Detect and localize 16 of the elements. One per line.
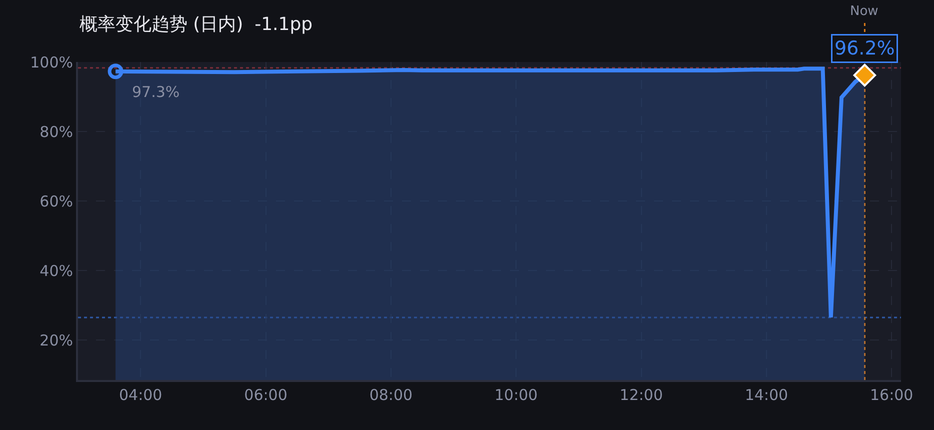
annotation: 96.2%	[834, 38, 895, 60]
y-tick-label: 80%	[40, 122, 73, 141]
x-tick-label: 16:00	[870, 386, 914, 404]
x-tick-label: 12:00	[620, 386, 663, 404]
y-tick-label: 60%	[40, 192, 73, 210]
y-tick-label: 20%	[40, 331, 73, 350]
y-tick-label: 100%	[30, 53, 73, 72]
y-tick-label: 40%	[40, 262, 73, 280]
ref-line-label: Now	[850, 4, 879, 19]
chart-title: 概率变化趋势 (日内) -1.1pp	[79, 14, 313, 35]
x-tick-label: 14:00	[744, 386, 788, 404]
x-tick-label: 06:00	[244, 386, 288, 404]
annotation: 97.3%	[132, 83, 180, 101]
x-tick-label: 04:00	[118, 386, 162, 404]
x-tick-label: 10:00	[494, 386, 538, 404]
x-tick-label: 08:00	[369, 386, 413, 404]
